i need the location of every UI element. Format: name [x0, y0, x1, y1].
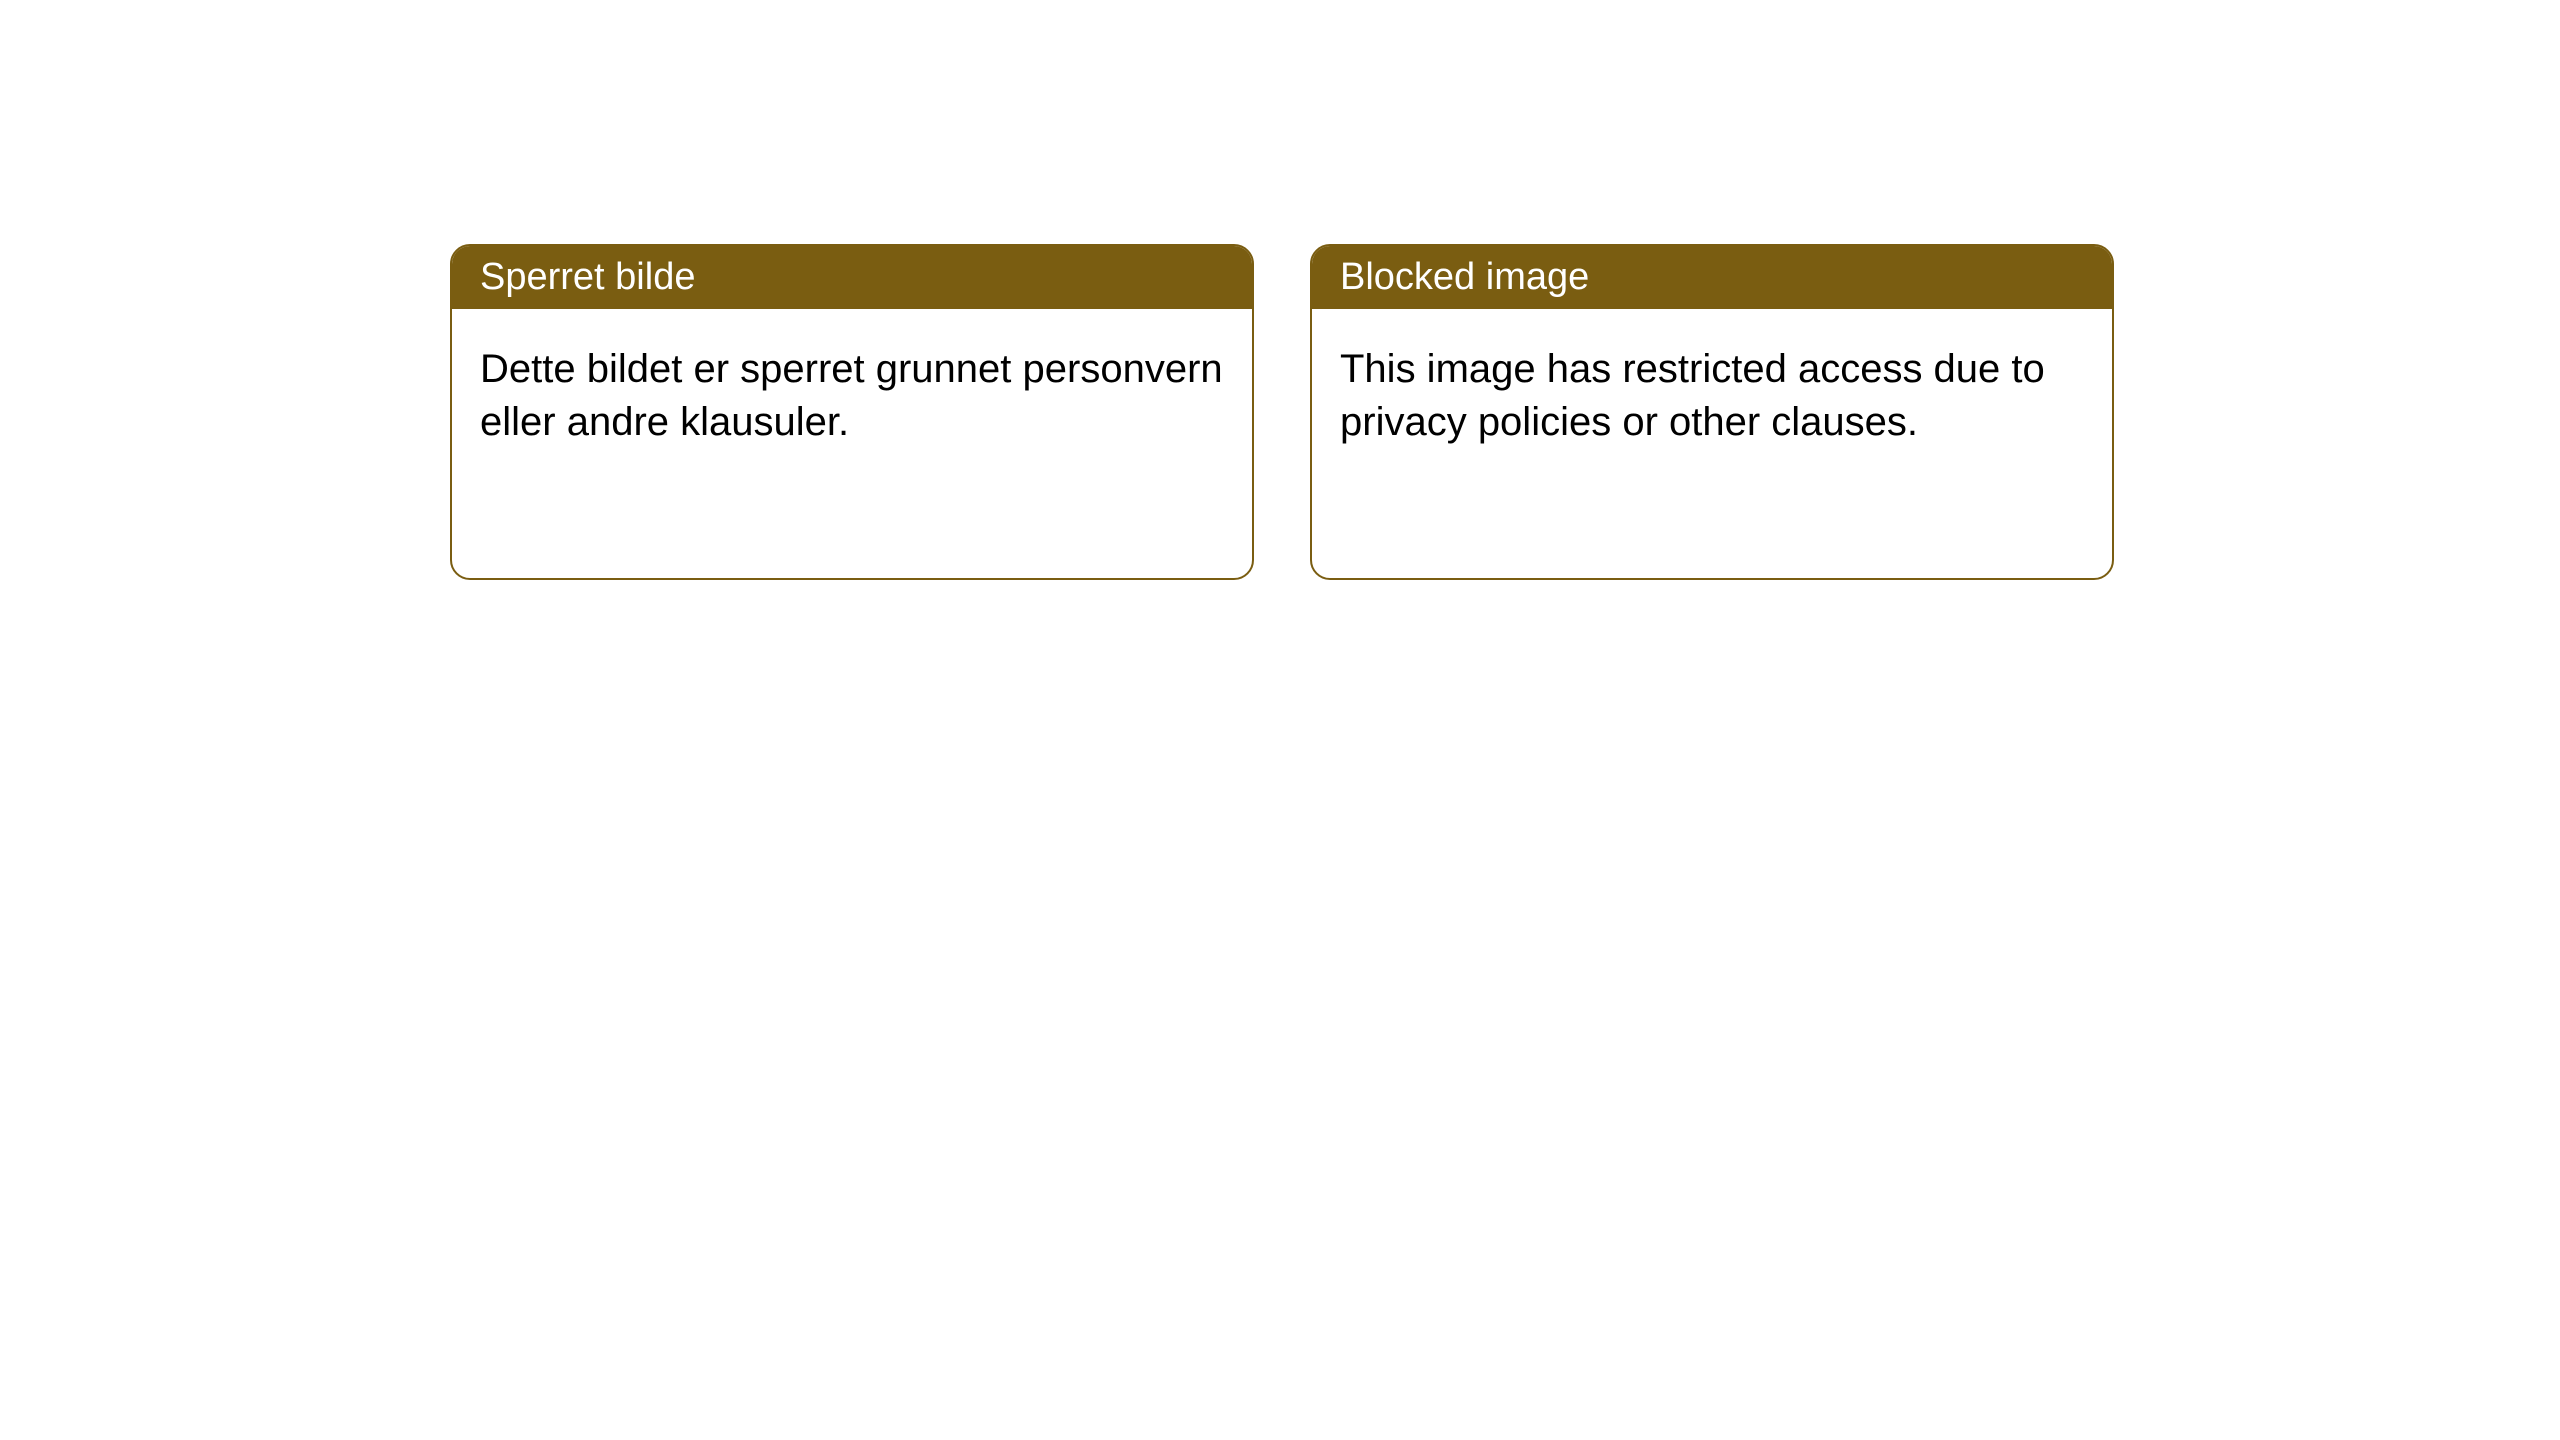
card-body: This image has restricted access due to …: [1312, 309, 2112, 483]
card-header: Blocked image: [1312, 246, 2112, 309]
card-header: Sperret bilde: [452, 246, 1252, 309]
card-body-text: Dette bildet er sperret grunnet personve…: [480, 347, 1223, 444]
card-body-text: This image has restricted access due to …: [1340, 347, 2045, 444]
notice-cards-container: Sperret bilde Dette bildet er sperret gr…: [0, 0, 2560, 580]
notice-card-english: Blocked image This image has restricted …: [1310, 244, 2114, 580]
card-title: Sperret bilde: [480, 256, 695, 298]
notice-card-norwegian: Sperret bilde Dette bildet er sperret gr…: [450, 244, 1254, 580]
card-body: Dette bildet er sperret grunnet personve…: [452, 309, 1252, 483]
card-title: Blocked image: [1340, 256, 1589, 298]
